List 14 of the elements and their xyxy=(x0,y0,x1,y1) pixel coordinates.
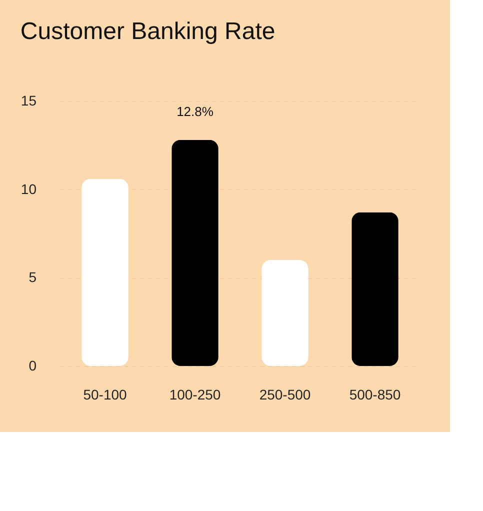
y-tick-label: 5 xyxy=(28,269,37,286)
x-tick-label: 100-250 xyxy=(169,386,221,402)
bar xyxy=(352,212,398,366)
x-tick-label: 250-500 xyxy=(259,386,311,402)
bar xyxy=(172,140,218,366)
bar xyxy=(262,260,308,366)
y-tick-label: 0 xyxy=(28,358,37,374)
chart-title: Customer Banking Rate xyxy=(20,18,276,45)
y-tick-label: 15 xyxy=(20,92,37,108)
bar xyxy=(82,178,128,366)
x-tick-label: 500-850 xyxy=(349,386,401,402)
data-label: 12.8% xyxy=(176,104,214,119)
y-tick-label: 10 xyxy=(20,180,37,197)
x-tick-label: 50-100 xyxy=(83,386,128,402)
